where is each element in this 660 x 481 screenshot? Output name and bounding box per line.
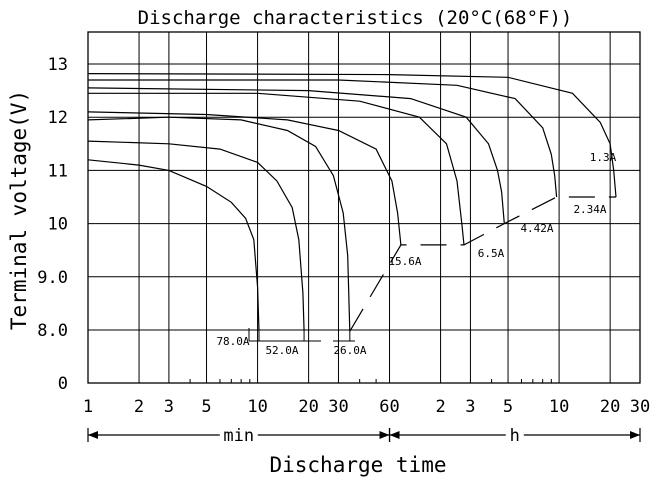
y-tick-label: 0 (58, 374, 68, 394)
series-label: 15.6A (388, 255, 421, 268)
series-label: 1.3A (590, 151, 617, 164)
x-tick-label: 20 (298, 397, 318, 417)
y-tick-label: 8.0 (37, 321, 68, 341)
x-tick-label: 5 (201, 397, 211, 417)
y-tick-label: 11 (48, 161, 68, 181)
arrow-left-icon (389, 431, 400, 439)
x-tick-label: 3 (164, 397, 174, 417)
discharge-curve (87, 111, 402, 245)
discharge-curve (87, 87, 505, 224)
x-tick-label: 10 (247, 397, 267, 417)
series-label: 2.34A (573, 203, 606, 216)
y-axis-label: Terminal voltage(V) (7, 90, 31, 330)
x-tick-label: 20 (600, 397, 620, 417)
series-label: 26.0A (333, 344, 366, 357)
x-tick-label: 30 (328, 397, 348, 417)
y-tick-label: 13 (48, 55, 68, 75)
range-label: min (223, 426, 254, 446)
chart-title: Discharge characteristics (20°C(68°F)) (138, 7, 573, 29)
series-label: 52.0A (265, 344, 298, 357)
y-tick-label: 12 (48, 108, 68, 128)
x-tick-label: 2 (134, 397, 144, 417)
arrow-right-icon (379, 431, 390, 439)
x-axis-label: Discharge time (269, 453, 446, 477)
y-tick-label: 9.0 (37, 268, 68, 288)
grid-layer (87, 31, 641, 384)
cutoff-voltage-line (349, 196, 616, 332)
discharge-curve (88, 79, 558, 198)
discharge-curve (87, 159, 260, 332)
discharge-curve (87, 73, 617, 198)
discharge-curve (87, 116, 351, 332)
arrow-left-icon (88, 431, 98, 439)
series-labels: 78.0A 52.0A 26.0A 15.6A 6.5A 4.42A 2.34A 1.3A (216, 151, 616, 357)
series-label: 6.5A (478, 247, 505, 260)
discharge-curve (88, 92, 465, 245)
time-unit-ranges: min h (87, 426, 641, 446)
plot-frame (87, 31, 641, 384)
x-tick-label: 2 (435, 397, 445, 417)
arrow-right-icon (630, 431, 640, 439)
series-label: 78.0A (216, 335, 249, 348)
x-tick-label: 10 (549, 397, 569, 417)
x-tick-label: 60 (379, 397, 399, 417)
x-tick-label: 1 (83, 397, 93, 417)
y-tick-label: 10 (48, 215, 68, 235)
series-layer (87, 73, 617, 332)
discharge-curve (87, 140, 305, 332)
x-tick-label: 30 (630, 397, 650, 417)
x-tick-label: 5 (503, 397, 513, 417)
cutoff-line-layer (349, 196, 616, 332)
x-tick-label: 3 (465, 397, 475, 417)
range-label: h (510, 426, 520, 446)
series-label: 4.42A (520, 222, 553, 235)
